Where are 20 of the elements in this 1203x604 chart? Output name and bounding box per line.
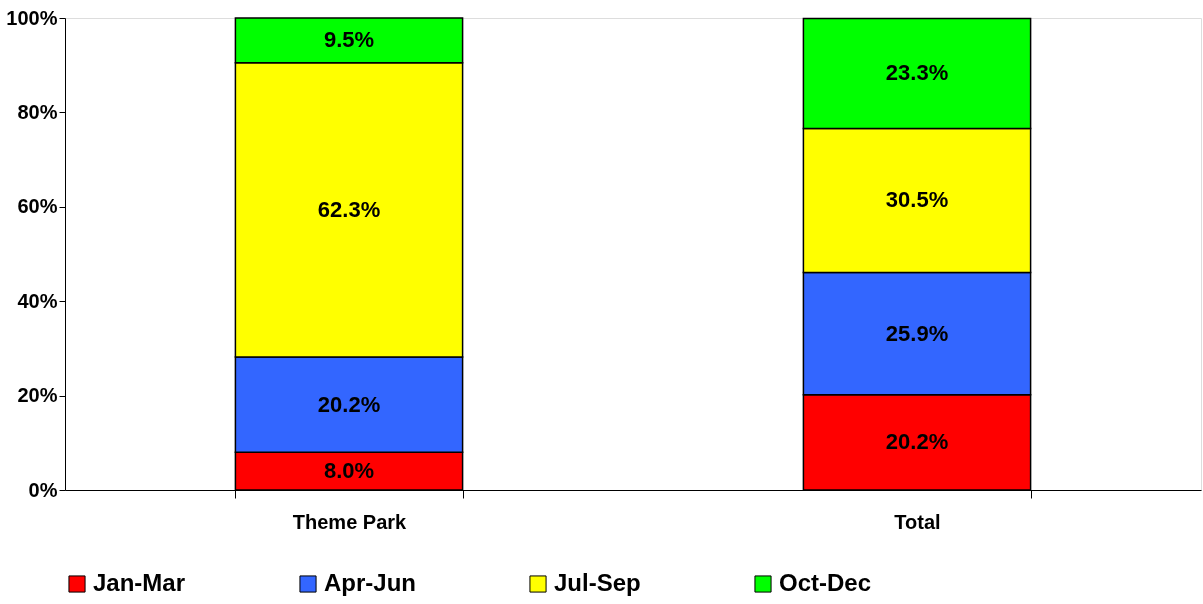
- data-label: 20.2%: [317, 391, 381, 417]
- y-tick-label: 0%: [28, 478, 58, 501]
- data-label: 9.5%: [323, 27, 375, 53]
- data-label: 62.3%: [317, 196, 381, 222]
- data-label: 30.5%: [885, 187, 949, 213]
- y-tick-label: 100%: [6, 6, 58, 29]
- x-tick-label: Total: [894, 510, 941, 533]
- x-tick-label: Theme Park: [292, 510, 408, 533]
- y-tick-label: 40%: [17, 289, 58, 312]
- y-tick-label: 60%: [17, 195, 58, 218]
- y-tick-label: 80%: [17, 100, 58, 123]
- data-label: 8.0%: [323, 458, 375, 484]
- data-label: 20.2%: [885, 429, 949, 455]
- legend-label: Oct-Dec: [779, 569, 872, 596]
- data-label: 25.9%: [885, 320, 949, 346]
- y-tick-label: 20%: [17, 384, 58, 407]
- data-label: 23.3%: [885, 60, 949, 86]
- legend-label: Jul-Sep: [554, 569, 641, 596]
- legend-label: Apr-Jun: [324, 569, 416, 596]
- legend-label: Jan-Mar: [93, 569, 186, 596]
